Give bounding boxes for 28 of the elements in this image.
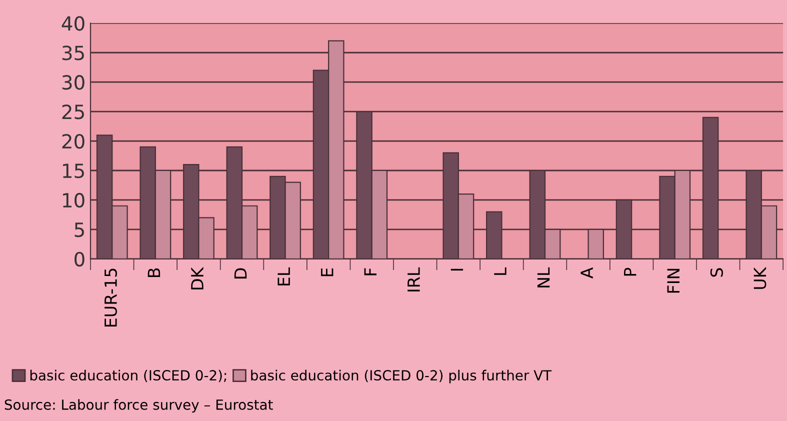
y-tick-label: 15 [63,164,84,178]
x-tick-label: B [148,268,160,278]
x-tick-label: S [710,268,723,277]
x-tick-label: FIN [667,268,680,293]
y-tick-label: 10 [63,192,84,208]
y-tick-label: 25 [62,104,84,120]
legend-label: basic education (ISCED 0-2); [30,370,226,382]
y-tick-label: 30 [62,75,84,90]
x-tick-label: D [234,268,247,278]
x-tick-label: P [624,268,636,276]
x-tick-label: F [364,268,376,276]
legend-label: basic education (ISCED 0-2) plus further VT [251,370,552,384]
x-tick-label: E [321,268,334,276]
x-tick-label: IRL [408,267,420,292]
y-tick-label: 40 [62,16,84,31]
y-tick-label: 35 [62,46,84,60]
x-tick-label: DK [191,266,204,290]
x-tick-label: NL [537,267,550,288]
x-tick-label: EL [278,267,290,286]
y-tick-label: 0 [74,252,84,267]
y-tick-label: 5 [74,222,84,238]
x-tick-label: EUR-15 [104,268,117,326]
source-note: Source: Labour force survey – Eurostat [4,399,273,413]
x-tick-label: UK [754,266,766,289]
x-tick-label: A [580,267,593,279]
x-tick-label: I [450,268,464,271]
x-tick-label: L [494,267,506,275]
y-tick-label: 20 [62,134,84,149]
